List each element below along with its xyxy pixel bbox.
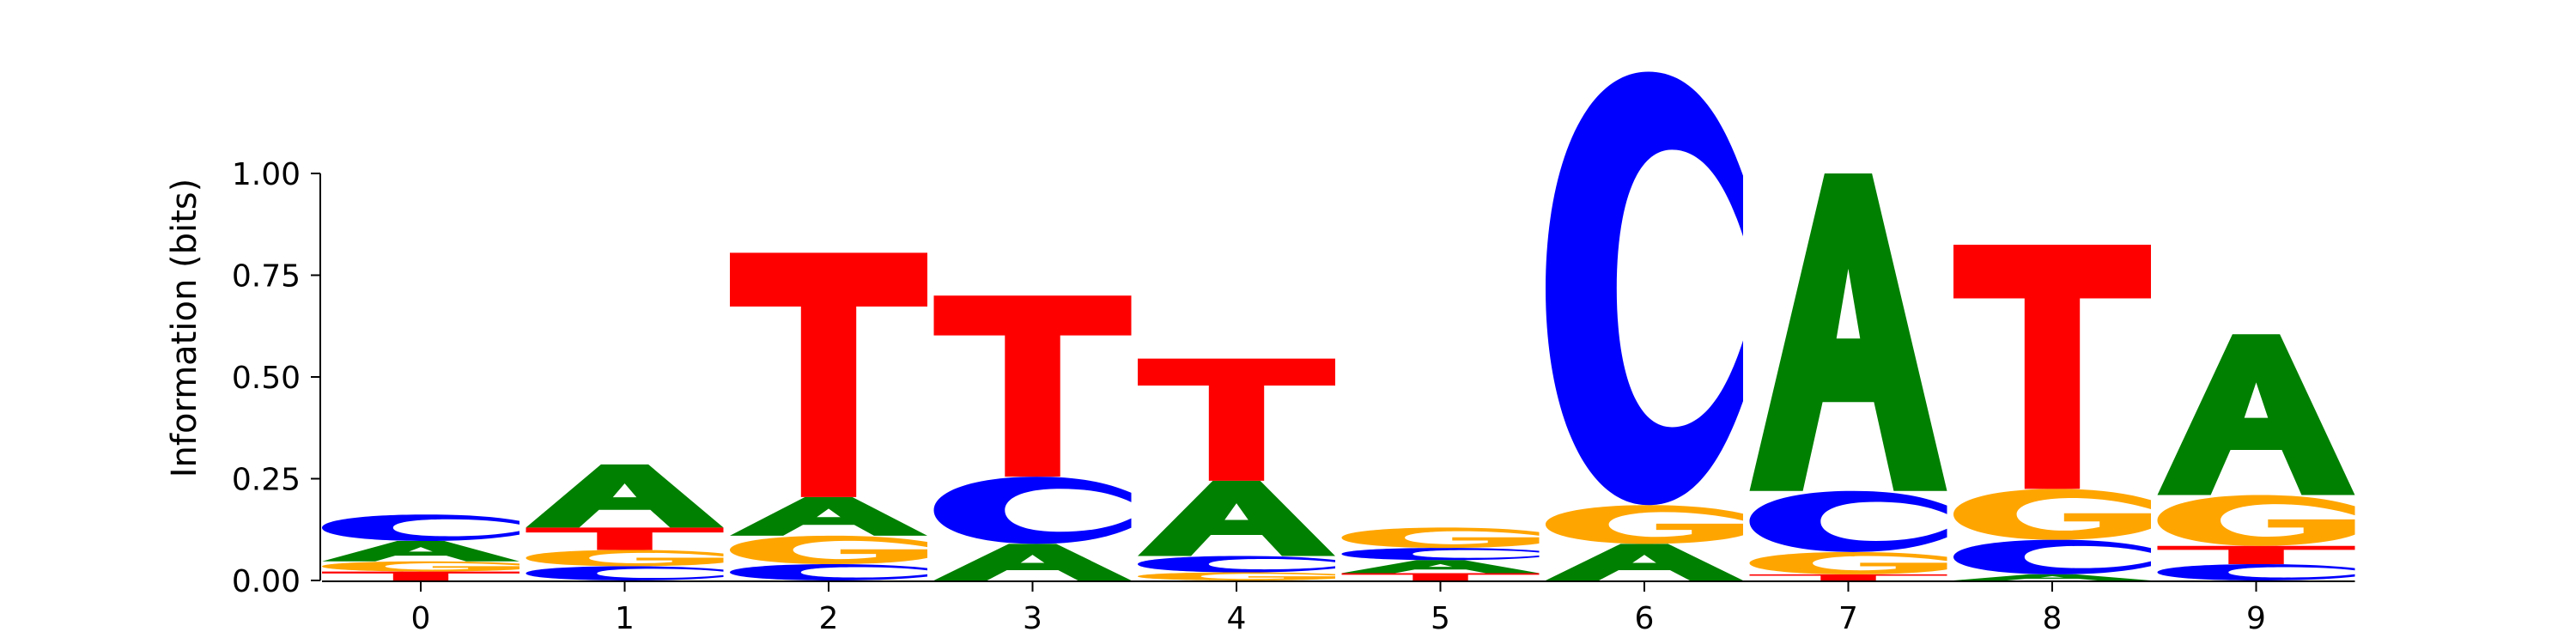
letter-G-pos-4 <box>1138 572 1335 580</box>
letter-C-pos-0 <box>322 514 519 542</box>
y-tick-label: 0.75 <box>232 259 301 295</box>
letter-G-pos-9 <box>2157 495 2355 546</box>
y-axis-title: Information (bits) <box>165 179 204 478</box>
letter-G-pos-5 <box>1341 527 1540 549</box>
letter-G-pos-1 <box>526 550 724 567</box>
letter-C-pos-4 <box>1138 556 1335 573</box>
letter-A-pos-9 <box>2157 334 2355 495</box>
y-tick-label: 0.50 <box>232 361 301 396</box>
x-tick-label: 1 <box>615 601 635 636</box>
x-tick-label: 6 <box>1635 601 1655 636</box>
letter-T-pos-2 <box>730 252 927 497</box>
letter-A-pos-5 <box>1341 560 1540 574</box>
letter-T-pos-0 <box>322 571 519 580</box>
logo-letters <box>322 71 2355 581</box>
y-tick-label: 0.25 <box>232 463 301 498</box>
letter-C-pos-7 <box>1749 490 1947 552</box>
x-tick-label: 5 <box>1431 601 1450 636</box>
letter-T-pos-9 <box>2157 545 2355 565</box>
x-tick-label: 4 <box>1227 601 1247 636</box>
letter-C-pos-6 <box>1546 71 1743 506</box>
letter-T-pos-1 <box>526 527 724 550</box>
x-tick-label: 7 <box>1838 601 1858 636</box>
y-tick-label: 1.00 <box>232 157 301 192</box>
letter-G-pos-2 <box>730 535 927 565</box>
x-tick-label: 2 <box>819 601 839 636</box>
letter-C-pos-3 <box>933 477 1132 544</box>
letter-C-pos-1 <box>526 566 724 580</box>
letter-A-pos-7 <box>1749 173 1947 491</box>
letter-A-pos-8 <box>1953 574 2151 580</box>
letter-G-pos-6 <box>1546 505 1743 544</box>
letter-C-pos-8 <box>1953 539 2151 574</box>
letter-A-pos-0 <box>322 541 519 562</box>
x-tick-label: 3 <box>1023 601 1042 636</box>
letter-T-pos-3 <box>933 295 1132 477</box>
letter-G-pos-0 <box>322 561 519 572</box>
letter-A-pos-2 <box>730 496 927 536</box>
letter-G-pos-7 <box>1749 551 1947 574</box>
letter-T-pos-5 <box>1341 573 1540 580</box>
x-tick-label: 8 <box>2043 601 2063 636</box>
letter-C-pos-9 <box>2157 564 2355 580</box>
letter-T-pos-4 <box>1138 358 1335 481</box>
letter-T-pos-7 <box>1749 574 1947 580</box>
x-tick-label: 9 <box>2246 601 2266 636</box>
letter-T-pos-8 <box>1953 244 2151 489</box>
letter-A-pos-6 <box>1546 544 1743 581</box>
x-tick-label: 0 <box>411 601 431 636</box>
letter-A-pos-3 <box>933 544 1132 581</box>
y-tick-label: 0.00 <box>232 564 301 599</box>
letter-C-pos-2 <box>730 564 927 580</box>
letter-C-pos-5 <box>1341 548 1540 561</box>
letter-A-pos-1 <box>526 464 724 528</box>
y-axis-ticks: 0.00 0.25 0.50 0.75 1.00 <box>232 157 320 599</box>
letter-A-pos-4 <box>1138 480 1335 556</box>
x-axis-ticks: 0 1 2 3 4 5 6 7 8 9 <box>411 582 2266 636</box>
letter-G-pos-8 <box>1953 489 2151 540</box>
